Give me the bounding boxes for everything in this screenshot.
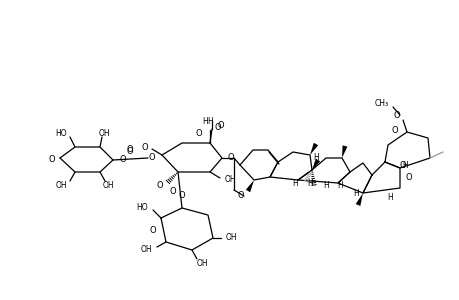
Text: O: O (48, 155, 55, 164)
Text: OH: OH (98, 128, 110, 137)
Text: O: O (178, 191, 185, 200)
Text: O: O (141, 142, 148, 152)
Text: H: H (386, 193, 392, 202)
Text: O: O (156, 182, 162, 190)
Text: OH: OH (224, 176, 236, 184)
Text: OH: OH (225, 233, 237, 242)
Polygon shape (311, 159, 319, 170)
Text: O: O (126, 145, 133, 154)
Text: OH: OH (55, 181, 67, 190)
Text: OH: OH (196, 260, 207, 268)
Text: H: H (353, 188, 358, 197)
Polygon shape (309, 143, 318, 155)
Text: O: O (195, 128, 202, 137)
Polygon shape (245, 180, 253, 192)
Text: O: O (149, 226, 156, 236)
Text: H: H (207, 118, 213, 127)
Text: O: O (405, 173, 412, 182)
Text: O: O (392, 110, 399, 119)
Text: O: O (214, 124, 221, 133)
Text: O: O (169, 187, 176, 196)
Text: H: H (202, 116, 207, 125)
Text: O: O (237, 191, 243, 200)
Text: H: H (336, 182, 342, 190)
Text: H: H (291, 178, 297, 188)
Text: H: H (307, 178, 312, 188)
Text: H: H (401, 160, 407, 169)
Text: H: H (313, 152, 318, 161)
Text: O: O (148, 154, 155, 163)
Text: CH₃: CH₃ (374, 98, 388, 107)
Polygon shape (341, 146, 347, 158)
Text: H: H (322, 181, 328, 190)
Text: O: O (120, 155, 126, 164)
Text: HO: HO (136, 203, 148, 212)
Text: O: O (228, 154, 234, 163)
Polygon shape (355, 193, 362, 206)
Text: OH: OH (140, 245, 151, 254)
Text: O: O (218, 121, 224, 130)
Text: O: O (391, 126, 397, 135)
Text: O: O (399, 160, 406, 169)
Text: HO: HO (55, 128, 67, 137)
Text: O: O (126, 147, 133, 156)
Text: OH: OH (102, 181, 113, 190)
